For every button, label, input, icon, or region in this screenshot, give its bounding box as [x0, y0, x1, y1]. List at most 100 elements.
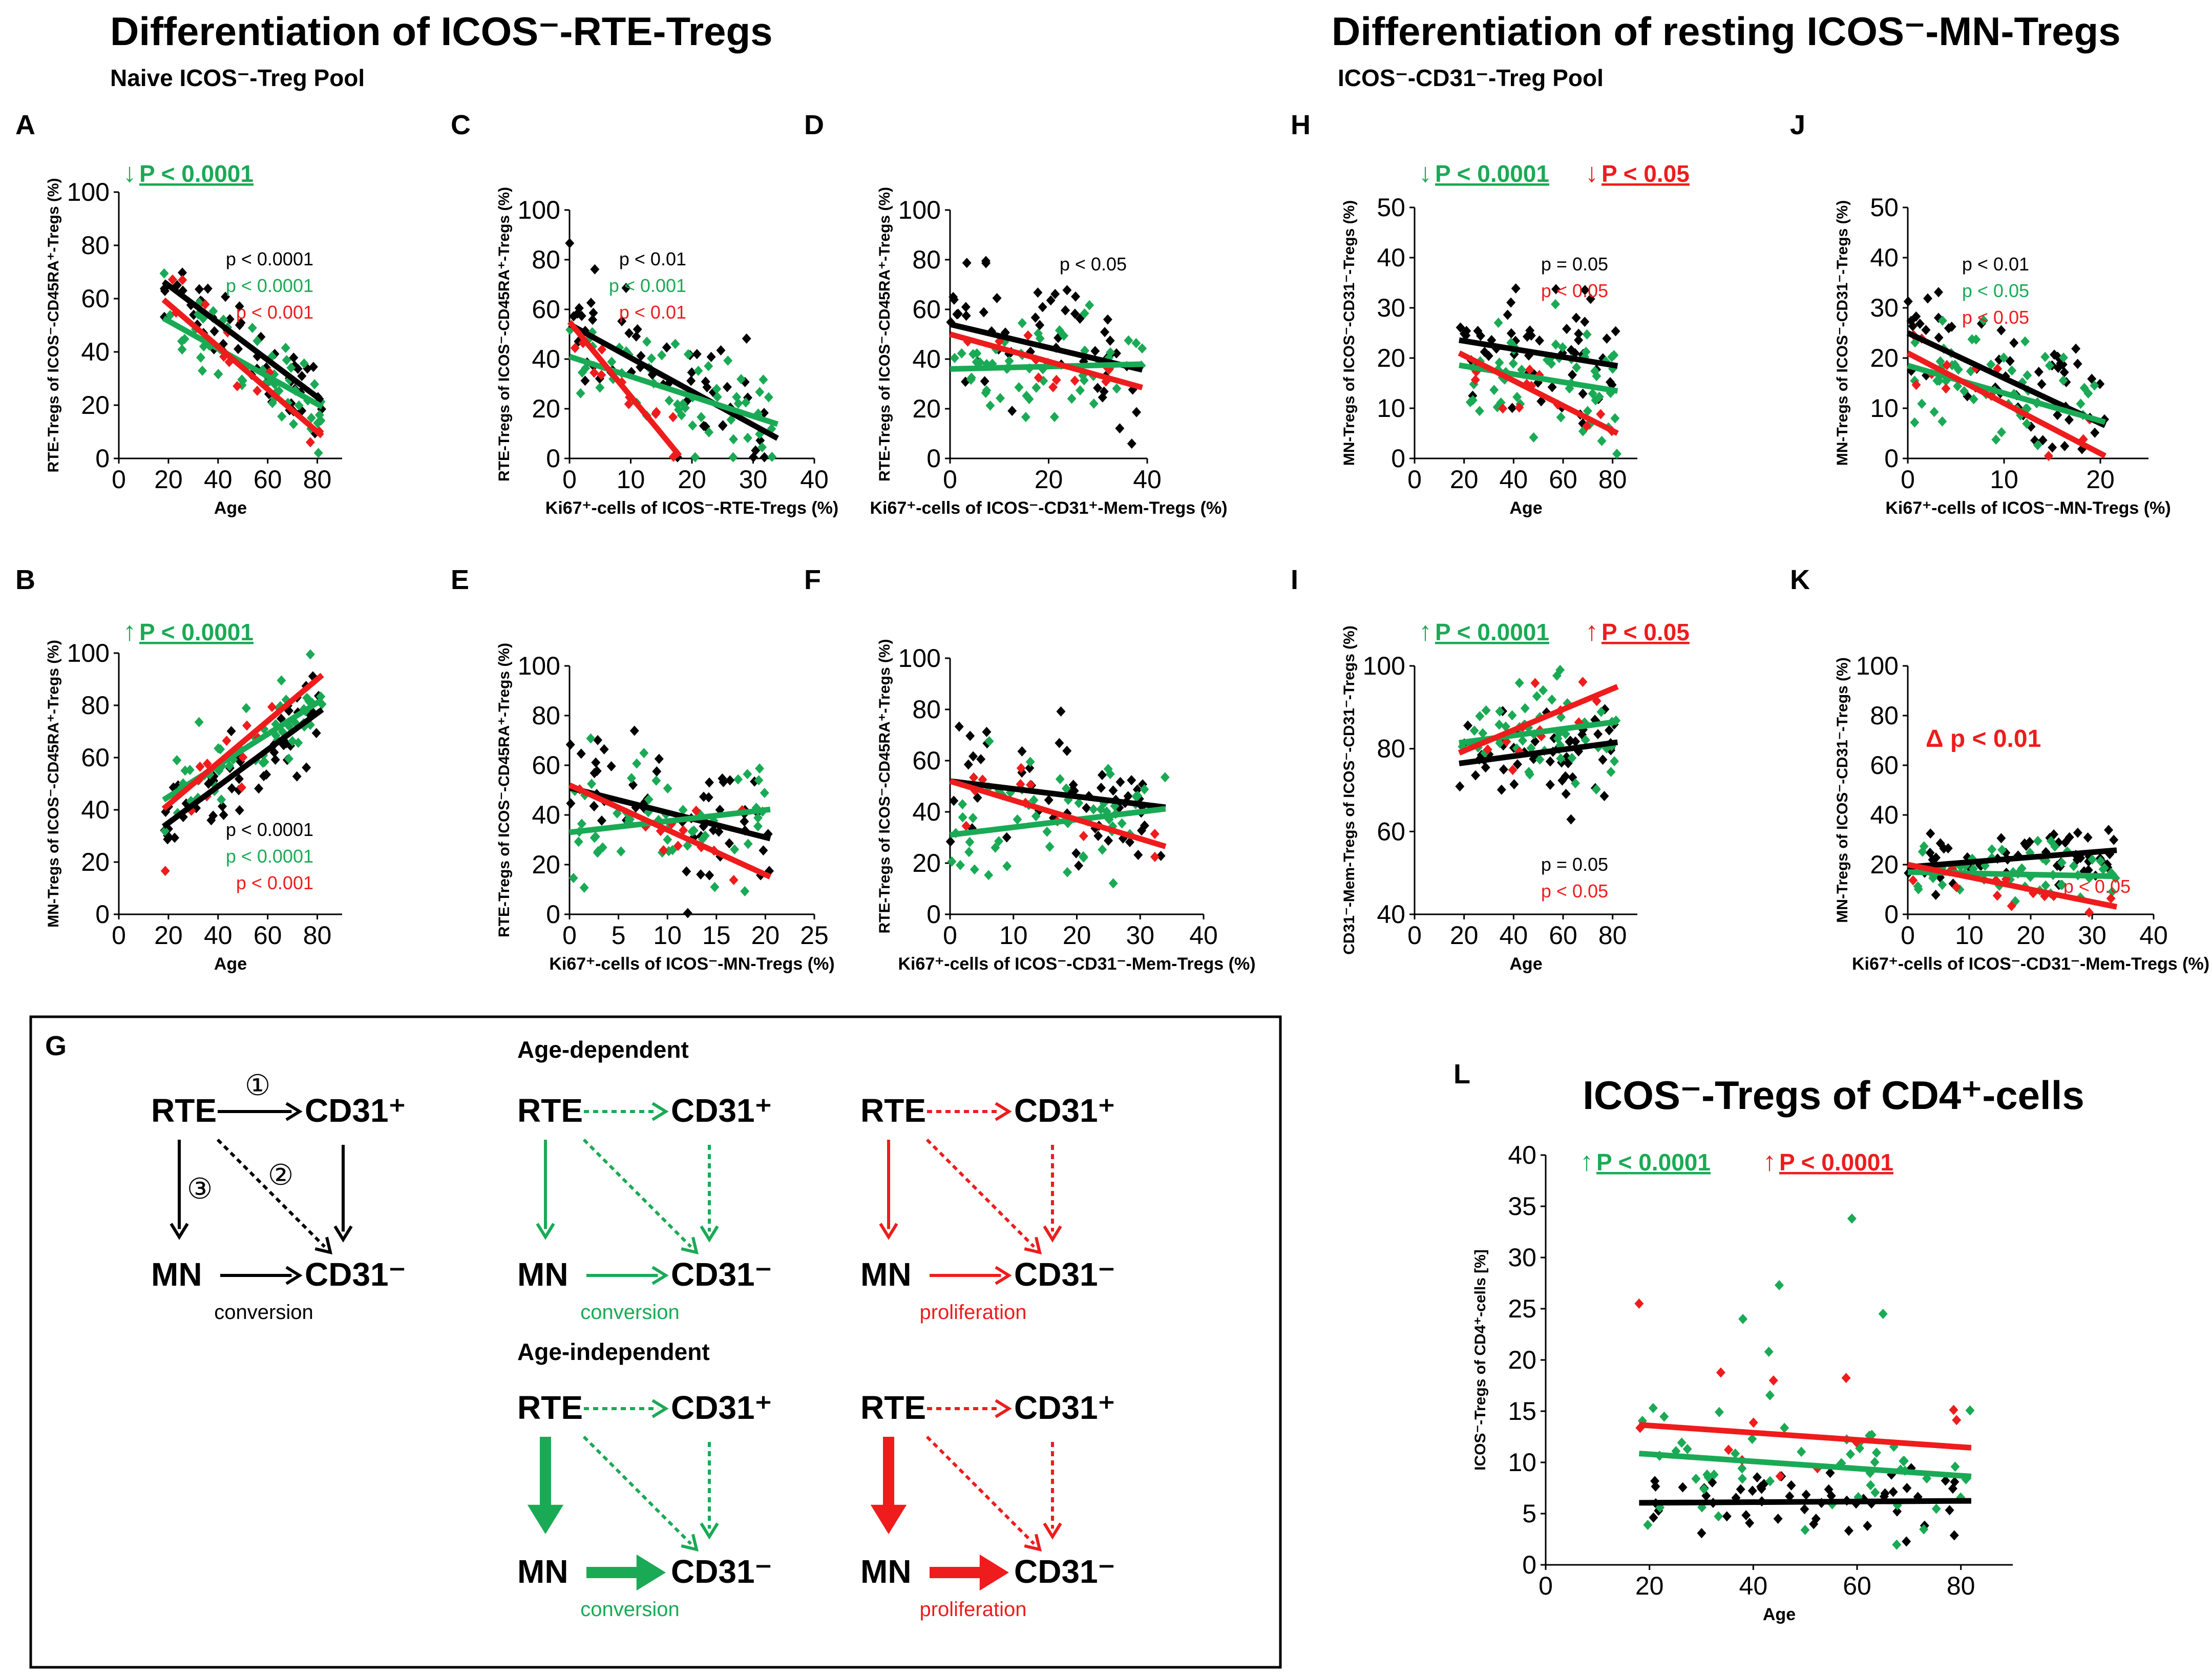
- y-tick-label: 100: [67, 178, 110, 206]
- data-point: [1846, 1449, 1856, 1459]
- data-point: [593, 735, 603, 745]
- data-point: [1880, 1488, 1890, 1499]
- data-point: [2020, 838, 2030, 849]
- data-point: [227, 783, 237, 794]
- data-point: [950, 352, 959, 363]
- data-point: [1596, 409, 1606, 420]
- data-point: [644, 794, 654, 805]
- y-tick-label: 40: [532, 345, 560, 373]
- data-point: [673, 841, 683, 851]
- pathway-set: RTE CD31⁺ MN CD31⁻ conversion ① ② ③: [151, 1069, 406, 1324]
- data-point: [160, 285, 170, 296]
- data-point: [1042, 826, 1052, 837]
- data-point: [1469, 725, 1479, 736]
- data-point: [178, 275, 187, 285]
- data-point: [1031, 382, 1041, 393]
- y-tick-label: 5: [1522, 1499, 1536, 1528]
- data-point: [1103, 314, 1112, 325]
- data-point: [242, 720, 252, 731]
- x-tick-label: 20: [1635, 1572, 1664, 1600]
- y-axis-label-E: RTE-Tregs of ICOS⁻-CD45RA⁺-Tregs (%): [496, 643, 513, 937]
- y-tick-label: 100: [67, 639, 110, 667]
- data-point: [1115, 777, 1125, 787]
- data-point: [1867, 1430, 1877, 1440]
- x-tick-label: 0: [943, 921, 957, 950]
- data-point: [1076, 385, 1085, 396]
- data-point: [1967, 334, 1977, 345]
- data-point: [1558, 342, 1568, 353]
- data-point: [1025, 757, 1035, 767]
- data-point: [2005, 355, 2015, 366]
- data-point: [2041, 880, 2051, 891]
- data-point: [1132, 407, 1142, 417]
- data-point: [1498, 403, 1508, 414]
- data-point: [310, 379, 320, 390]
- data-point: [1476, 330, 1485, 341]
- data-point: [2106, 893, 2116, 904]
- data-point: [1150, 829, 1160, 840]
- x-tick-label: 0: [112, 465, 126, 494]
- y-tick-label: 60: [1870, 751, 1899, 780]
- arrow-cd31pos-cd31neg-head: [333, 1225, 353, 1243]
- y-tick-label: 0: [95, 444, 110, 473]
- data-point: [1112, 383, 1122, 394]
- data-point: [1481, 705, 1491, 716]
- data-point: [177, 344, 187, 355]
- data-point: [1775, 1280, 1784, 1290]
- data-point: [194, 717, 204, 727]
- data-point: [1499, 764, 1508, 775]
- data-point: [1934, 332, 1944, 343]
- pathway-diagram: G Age-dependent Age-independent RTE CD31⁺…: [29, 1015, 1282, 1669]
- data-point: [235, 301, 244, 312]
- data-point: [704, 777, 714, 788]
- data-point: [668, 412, 678, 423]
- data-point: [970, 864, 979, 875]
- y-tick-label: 60: [81, 284, 110, 313]
- x-tick-label: 0: [1901, 921, 1915, 950]
- data-point: [1061, 783, 1071, 794]
- data-point: [1480, 346, 1489, 357]
- data-point: [1945, 1505, 1954, 1516]
- data-point: [1552, 670, 1562, 681]
- y-tick-label: 20: [1377, 344, 1405, 372]
- data-point: [2060, 441, 2070, 451]
- data-point: [219, 810, 228, 821]
- data-point: [1067, 393, 1077, 404]
- data-point: [704, 792, 713, 803]
- data-point: [1026, 780, 1036, 790]
- data-point: [683, 908, 692, 918]
- data-point: [1525, 364, 1534, 375]
- y-tick-label: 0: [1884, 900, 1899, 929]
- data-point: [963, 759, 973, 770]
- data-point: [1586, 294, 1595, 304]
- trend-line-all: [1459, 337, 1618, 369]
- data-point: [651, 776, 661, 786]
- y-tick-label: 100: [898, 644, 941, 673]
- x-tick-label: 80: [1947, 1572, 1975, 1600]
- data-point: [1474, 406, 1484, 416]
- data-point: [216, 744, 225, 755]
- panel-label-E: E: [451, 564, 469, 595]
- data-point: [1764, 1347, 1774, 1357]
- node-cd31-neg: CD31⁻: [305, 1256, 406, 1293]
- data-point: [1871, 1448, 1881, 1458]
- data-point: [1512, 391, 1522, 402]
- data-point: [1530, 736, 1540, 747]
- data-point: [964, 847, 974, 857]
- trend-line-age-dependent: [162, 316, 324, 410]
- data-point: [1903, 296, 1913, 307]
- x-tick-label: 30: [1126, 921, 1154, 950]
- data-point: [982, 726, 992, 737]
- y-axis-label-H: MN-Tregs of ICOS⁻-CD31⁻-Tregs (%): [1341, 200, 1358, 466]
- significance-label: P < 0.05: [1602, 160, 1690, 187]
- data-point: [1878, 1309, 1888, 1319]
- data-point: [1004, 355, 1014, 366]
- data-point: [668, 845, 678, 855]
- data-point: [589, 768, 599, 779]
- data-point: [217, 794, 226, 805]
- y-axis-label-L: ICOS⁻-Tregs of CD4⁺-cells [%]: [1472, 1249, 1489, 1471]
- y-tick-label: 100: [518, 196, 560, 224]
- data-point: [2058, 375, 2068, 386]
- node-mn: MN: [517, 1256, 568, 1293]
- data-point: [2064, 832, 2074, 843]
